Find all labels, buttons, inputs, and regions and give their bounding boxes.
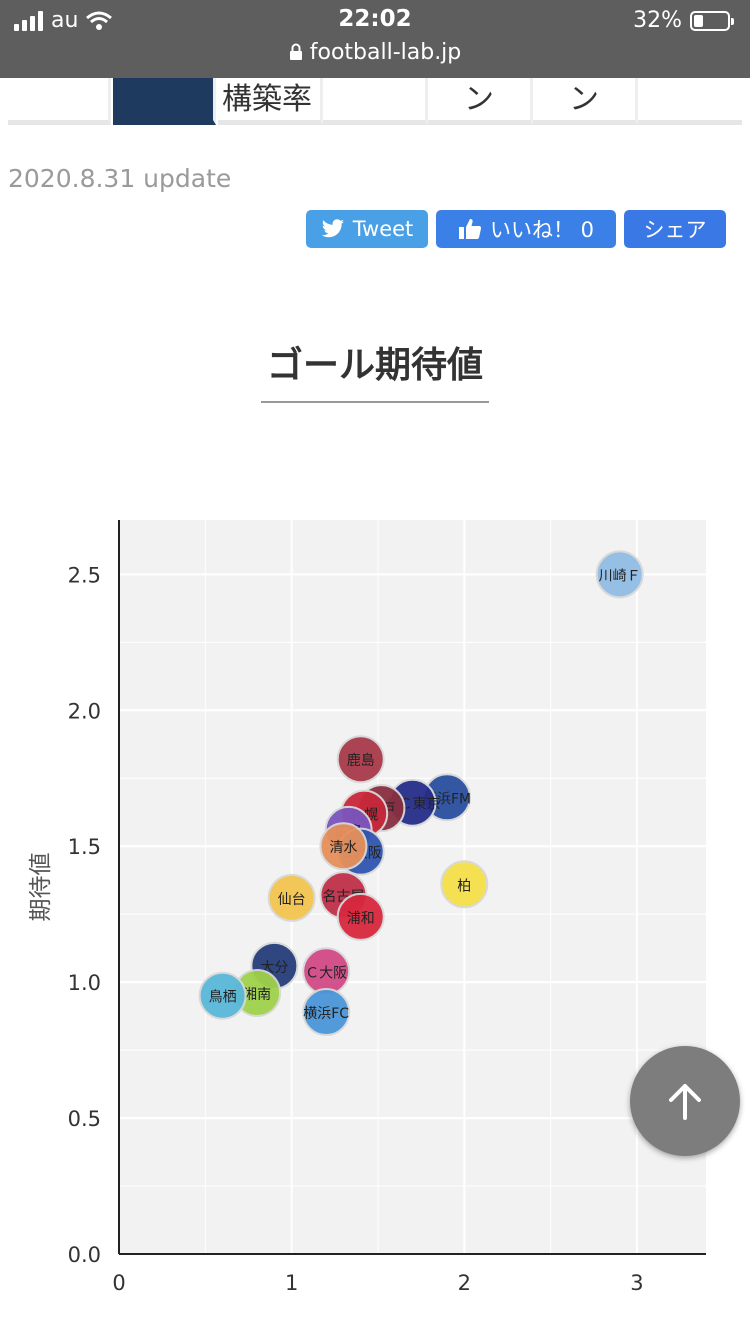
tweet-label: Tweet — [352, 217, 414, 241]
tweet-button[interactable]: Tweet — [306, 210, 428, 248]
data-point-label: 清水 — [329, 840, 357, 856]
scroll-to-top-button[interactable] — [630, 1046, 740, 1156]
x-tick-label: 1 — [285, 1271, 298, 1295]
data-point — [336, 735, 385, 784]
y-tick-label: 2.5 — [68, 563, 101, 587]
status-right: 32% — [633, 8, 734, 33]
y-tick-label: 2.0 — [68, 699, 101, 723]
signal-icon — [14, 10, 43, 31]
tab-0[interactable] — [8, 78, 111, 125]
data-point-label: 仙台 — [278, 892, 306, 908]
status-bar: au 22:02 football-lab.jp 32% — [0, 0, 750, 78]
data-point-label: 柏 — [457, 878, 471, 894]
status-left: au — [14, 8, 113, 33]
chart-title: ゴール期待値 — [266, 345, 483, 386]
data-point — [595, 550, 644, 599]
data-point-label: 浦和 — [347, 911, 375, 927]
data-point — [267, 873, 316, 922]
like-label: いいね！ 0 — [489, 218, 595, 242]
arrow-up-icon — [669, 1084, 701, 1120]
data-point — [198, 971, 247, 1020]
data-point-label: 横浜FC — [303, 1006, 349, 1022]
data-point — [302, 988, 351, 1037]
like-button[interactable]: いいね！ 0 — [436, 210, 616, 248]
data-point — [440, 860, 489, 909]
tab-1-active[interactable] — [113, 78, 216, 125]
data-point-label: 鹿島 — [347, 752, 375, 769]
clock: 22:02 — [338, 6, 412, 32]
data-point-label: 湘南 — [243, 987, 271, 1003]
share-label: シェア — [643, 218, 707, 242]
update-date: 2020.8.31 update — [8, 164, 232, 193]
data-point-label: Ｃ大阪 — [305, 965, 347, 981]
x-tick-label: 0 — [112, 1271, 125, 1295]
x-tick-label: 3 — [630, 1271, 643, 1295]
data-point — [336, 892, 385, 941]
share-button[interactable]: シェア — [624, 210, 726, 248]
title-underline — [261, 401, 489, 403]
battery-percent: 32% — [633, 8, 682, 33]
y-tick-label: 1.0 — [68, 971, 101, 995]
scatter-chart: 01230.00.51.01.52.02.5期待値川崎Ｆ鹿島横浜FMＦＣ東京神戸… — [28, 520, 706, 1295]
thumbs-up-icon — [458, 219, 482, 239]
y-tick-label: 0.0 — [68, 1243, 101, 1267]
tab-bar: 構築率 ン ン — [8, 78, 742, 126]
wifi-icon — [86, 11, 113, 30]
plot-background — [119, 520, 706, 1254]
y-tick-label: 1.5 — [68, 835, 101, 859]
carrier-label: au — [51, 8, 79, 33]
lock-icon — [289, 43, 302, 60]
twitter-bird-icon — [321, 219, 344, 238]
url-bar[interactable]: football-lab.jp — [0, 40, 750, 65]
tab-6[interactable] — [638, 78, 742, 125]
url-text: football-lab.jp — [309, 40, 462, 65]
tab-4[interactable]: ン — [428, 78, 533, 125]
tab-3[interactable] — [323, 78, 428, 125]
data-point-label: 鳥栖 — [209, 990, 237, 1006]
y-axis-label: 期待値 — [28, 853, 54, 922]
tab-5[interactable]: ン — [533, 78, 638, 125]
data-point-label: 川崎Ｆ — [599, 568, 641, 584]
data-point — [319, 822, 368, 871]
battery-icon — [690, 10, 734, 31]
tab-2[interactable]: 構築率 — [218, 78, 323, 125]
x-tick-label: 2 — [458, 1271, 471, 1295]
y-tick-label: 0.5 — [68, 1107, 101, 1131]
